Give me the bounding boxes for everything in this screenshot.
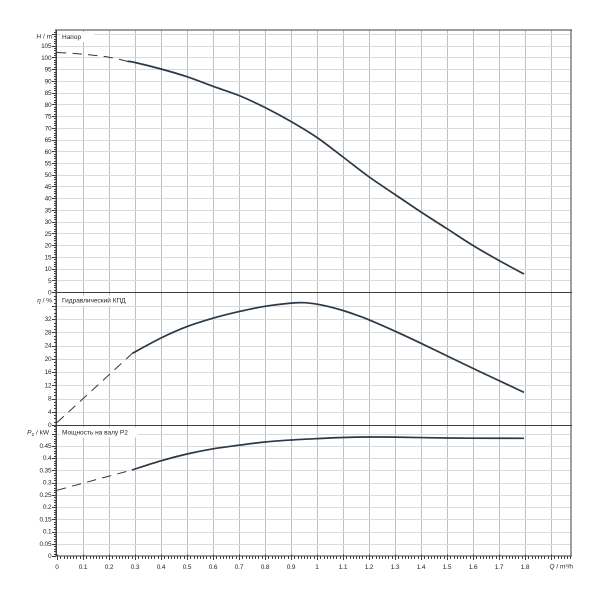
svg-text:0: 0 (48, 422, 52, 429)
svg-text:0.2: 0.2 (43, 504, 52, 511)
svg-text:40: 40 (45, 196, 52, 203)
svg-text:105: 105 (41, 43, 52, 50)
svg-text:Гидравлический КПД: Гидравлический КПД (62, 297, 126, 305)
svg-text:28: 28 (45, 329, 52, 336)
svg-text:H / m: H / m (36, 34, 52, 41)
svg-text:η / %: η / % (37, 298, 52, 305)
svg-text:Q / m³/h: Q / m³/h (550, 564, 574, 571)
svg-text:0.8: 0.8 (261, 564, 270, 571)
svg-text:8: 8 (48, 396, 52, 403)
svg-text:45: 45 (45, 184, 52, 191)
svg-text:65: 65 (45, 137, 52, 144)
svg-text:0.4: 0.4 (43, 455, 52, 462)
svg-text:20: 20 (45, 243, 52, 250)
svg-text:1.8: 1.8 (521, 564, 530, 571)
svg-text:30: 30 (45, 219, 52, 226)
svg-text:5: 5 (48, 278, 52, 285)
svg-text:1: 1 (315, 564, 319, 571)
svg-text:1.1: 1.1 (339, 564, 348, 571)
svg-text:12: 12 (45, 382, 52, 389)
svg-text:0.6: 0.6 (209, 564, 218, 571)
svg-text:70: 70 (45, 125, 52, 132)
svg-text:16: 16 (45, 369, 52, 376)
svg-text:85: 85 (45, 90, 52, 97)
svg-text:0.45: 0.45 (39, 443, 52, 450)
svg-text:1.5: 1.5 (443, 564, 452, 571)
svg-text:10: 10 (45, 266, 52, 273)
svg-text:0.4: 0.4 (157, 564, 166, 571)
svg-text:0.1: 0.1 (43, 529, 52, 536)
svg-text:1.4: 1.4 (417, 564, 426, 571)
svg-text:0: 0 (48, 290, 52, 297)
svg-text:1.3: 1.3 (391, 564, 400, 571)
svg-text:0.05: 0.05 (39, 541, 52, 548)
svg-text:60: 60 (45, 149, 52, 156)
svg-text:0.15: 0.15 (39, 516, 52, 523)
svg-text:50: 50 (45, 172, 52, 179)
svg-text:Мощность на валу P2: Мощность на валу P2 (62, 430, 128, 437)
svg-text:1.7: 1.7 (495, 564, 504, 571)
svg-text:P2 / kW: P2 / kW (27, 430, 50, 439)
svg-text:0.25: 0.25 (39, 492, 52, 499)
svg-text:25: 25 (45, 231, 52, 238)
svg-text:0.5: 0.5 (183, 564, 192, 571)
svg-text:95: 95 (45, 67, 52, 74)
svg-text:0.2: 0.2 (105, 564, 114, 571)
svg-text:100: 100 (41, 55, 52, 62)
svg-text:0: 0 (48, 553, 52, 560)
svg-text:1.2: 1.2 (365, 564, 374, 571)
svg-text:0.9: 0.9 (287, 564, 296, 571)
svg-text:32: 32 (45, 316, 52, 323)
svg-text:0: 0 (55, 564, 59, 571)
svg-text:20: 20 (45, 356, 52, 363)
svg-text:90: 90 (45, 78, 52, 85)
svg-text:35: 35 (45, 207, 52, 214)
svg-text:Напор: Напор (62, 34, 81, 41)
svg-text:75: 75 (45, 114, 52, 121)
svg-text:0.1: 0.1 (79, 564, 88, 571)
svg-text:4: 4 (48, 409, 52, 416)
svg-text:80: 80 (45, 102, 52, 109)
svg-text:1.6: 1.6 (469, 564, 478, 571)
svg-text:24: 24 (45, 343, 52, 350)
svg-text:55: 55 (45, 160, 52, 167)
svg-text:0.35: 0.35 (39, 467, 52, 474)
svg-text:0.7: 0.7 (235, 564, 244, 571)
svg-text:0.3: 0.3 (131, 564, 140, 571)
svg-text:15: 15 (45, 254, 52, 261)
svg-text:0.3: 0.3 (43, 480, 52, 487)
